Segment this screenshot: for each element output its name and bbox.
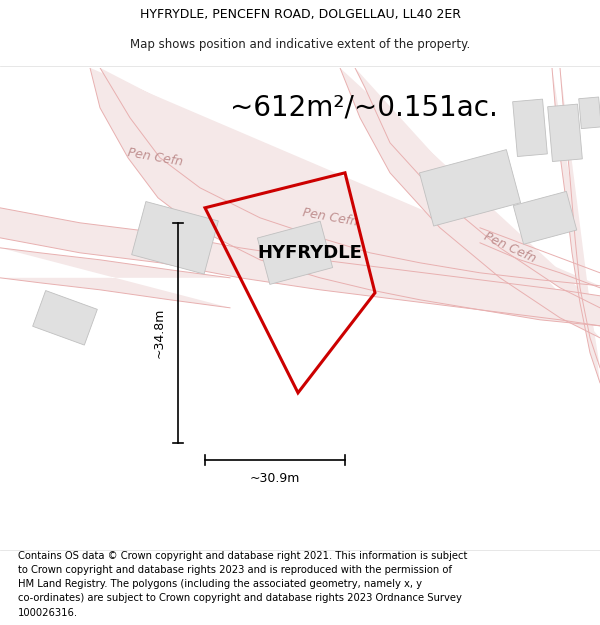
Polygon shape <box>552 68 600 382</box>
Polygon shape <box>257 221 332 284</box>
Polygon shape <box>90 68 600 326</box>
Polygon shape <box>340 68 600 338</box>
Polygon shape <box>579 97 600 129</box>
Text: 100026316.: 100026316. <box>18 608 78 618</box>
Text: Pen Cefn: Pen Cefn <box>301 206 359 229</box>
Text: Pen Cefn: Pen Cefn <box>482 230 538 266</box>
Polygon shape <box>548 104 583 161</box>
Text: ~30.9m: ~30.9m <box>250 472 300 485</box>
Polygon shape <box>419 149 521 226</box>
Polygon shape <box>0 248 230 308</box>
Text: ~34.8m: ~34.8m <box>153 308 166 358</box>
Text: HYFRYDLE, PENCEFN ROAD, DOLGELLAU, LL40 2ER: HYFRYDLE, PENCEFN ROAD, DOLGELLAU, LL40 … <box>139 8 461 21</box>
Polygon shape <box>513 191 577 244</box>
Text: ~612m²/~0.151ac.: ~612m²/~0.151ac. <box>230 94 498 122</box>
Text: Map shows position and indicative extent of the property.: Map shows position and indicative extent… <box>130 38 470 51</box>
Text: HM Land Registry. The polygons (including the associated geometry, namely x, y: HM Land Registry. The polygons (includin… <box>18 579 422 589</box>
Polygon shape <box>0 208 600 326</box>
Text: co-ordinates) are subject to Crown copyright and database rights 2023 Ordnance S: co-ordinates) are subject to Crown copyr… <box>18 594 461 604</box>
Text: Contains OS data © Crown copyright and database right 2021. This information is : Contains OS data © Crown copyright and d… <box>18 551 467 561</box>
Polygon shape <box>512 99 547 156</box>
Polygon shape <box>131 201 218 274</box>
Polygon shape <box>32 291 97 345</box>
Text: to Crown copyright and database rights 2023 and is reproduced with the permissio: to Crown copyright and database rights 2… <box>18 566 452 576</box>
Text: HYFRYDLE: HYFRYDLE <box>257 244 362 262</box>
Text: Pen Cefn: Pen Cefn <box>127 146 184 169</box>
